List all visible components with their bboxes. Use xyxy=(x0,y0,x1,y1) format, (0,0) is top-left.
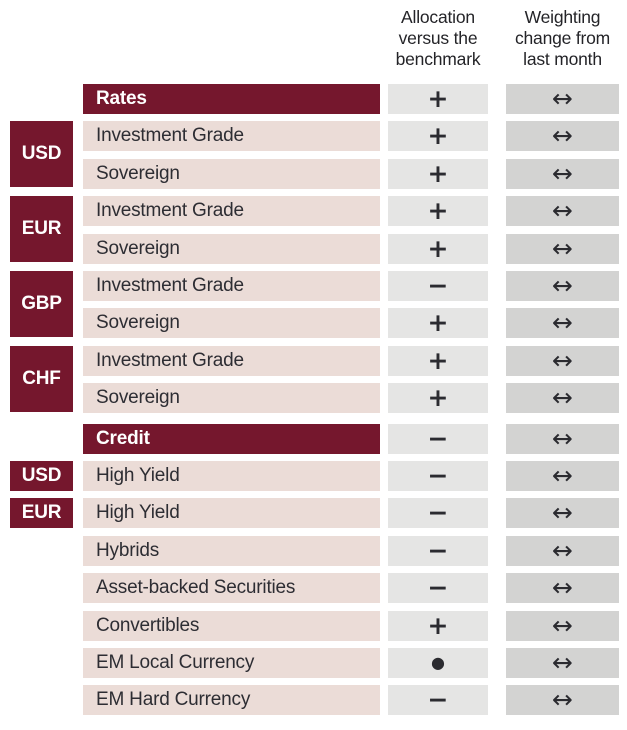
unchanged-arrow-icon: ↔ xyxy=(552,159,573,188)
currency-badge: EUR xyxy=(10,498,73,528)
unchanged-arrow-icon: ↔ xyxy=(552,424,573,453)
row-label: Hybrids xyxy=(83,536,380,566)
allocation-cell: + xyxy=(388,234,488,264)
allocation-cell: − xyxy=(388,536,488,566)
allocation-cell: + xyxy=(388,159,488,189)
unchanged-arrow-icon: ↔ xyxy=(552,121,573,150)
weighting-cell: ↔ xyxy=(506,424,619,454)
unchanged-arrow-icon: ↔ xyxy=(552,573,573,602)
column-header-weighting-change: Weighting change from last month xyxy=(514,7,611,69)
currency-badge: USD xyxy=(10,461,73,491)
allocation-cell: − xyxy=(388,271,488,301)
neutral-symbol-icon: ● xyxy=(431,653,445,672)
weighting-cell: ↔ xyxy=(506,383,619,413)
weighting-cell: ↔ xyxy=(506,121,619,151)
unchanged-arrow-icon: ↔ xyxy=(552,271,573,300)
allocation-cell: ● xyxy=(388,648,488,678)
allocation-cell: + xyxy=(388,84,488,114)
row-label: Investment Grade xyxy=(83,196,380,226)
allocation-cell: − xyxy=(388,498,488,528)
unchanged-arrow-icon: ↔ xyxy=(552,84,573,113)
plus-symbol-icon: + xyxy=(427,308,449,337)
allocation-cell: − xyxy=(388,424,488,454)
row-label: Investment Grade xyxy=(83,121,380,151)
row-label: EM Local Currency xyxy=(83,648,380,678)
allocation-cell: − xyxy=(388,461,488,491)
weighting-cell: ↔ xyxy=(506,461,619,491)
section-header: Rates xyxy=(83,84,380,114)
row-label: Convertibles xyxy=(83,611,380,641)
weighting-cell: ↔ xyxy=(506,271,619,301)
unchanged-arrow-icon: ↔ xyxy=(552,685,573,714)
allocation-cell: + xyxy=(388,611,488,641)
row-label: EM Hard Currency xyxy=(83,685,380,715)
plus-symbol-icon: + xyxy=(427,383,449,412)
minus-symbol-icon: − xyxy=(427,461,449,490)
row-label: Sovereign xyxy=(83,234,380,264)
weighting-cell: ↔ xyxy=(506,84,619,114)
weighting-cell: ↔ xyxy=(506,648,619,678)
plus-symbol-icon: + xyxy=(427,611,449,640)
currency-badge: CHF xyxy=(10,346,73,412)
weighting-cell: ↔ xyxy=(506,573,619,603)
unchanged-arrow-icon: ↔ xyxy=(552,346,573,375)
plus-symbol-icon: + xyxy=(427,234,449,263)
currency-badge: USD xyxy=(10,121,73,187)
weighting-cell: ↔ xyxy=(506,159,619,189)
row-label: High Yield xyxy=(83,498,380,528)
weighting-cell: ↔ xyxy=(506,346,619,376)
row-label: Asset-backed Securities xyxy=(83,573,380,603)
row-label: Investment Grade xyxy=(83,346,380,376)
allocation-cell: + xyxy=(388,346,488,376)
row-label: Sovereign xyxy=(83,159,380,189)
weighting-cell: ↔ xyxy=(506,685,619,715)
currency-badge: EUR xyxy=(10,196,73,262)
weighting-cell: ↔ xyxy=(506,308,619,338)
column-header-allocation: Allocation versus the benchmark xyxy=(395,7,481,69)
minus-symbol-icon: − xyxy=(427,424,449,453)
allocation-cell: + xyxy=(388,121,488,151)
weighting-cell: ↔ xyxy=(506,611,619,641)
currency-badge: GBP xyxy=(10,271,73,337)
allocation-cell: + xyxy=(388,196,488,226)
row-label: Sovereign xyxy=(83,383,380,413)
plus-symbol-icon: + xyxy=(427,121,449,150)
unchanged-arrow-icon: ↔ xyxy=(552,536,573,565)
weighting-cell: ↔ xyxy=(506,498,619,528)
plus-symbol-icon: + xyxy=(427,346,449,375)
plus-symbol-icon: + xyxy=(427,196,449,225)
minus-symbol-icon: − xyxy=(427,536,449,565)
unchanged-arrow-icon: ↔ xyxy=(552,234,573,263)
plus-symbol-icon: + xyxy=(427,84,449,113)
row-label: Investment Grade xyxy=(83,271,380,301)
row-label: High Yield xyxy=(83,461,380,491)
allocation-cell: + xyxy=(388,308,488,338)
unchanged-arrow-icon: ↔ xyxy=(552,461,573,490)
allocation-cell: + xyxy=(388,383,488,413)
plus-symbol-icon: + xyxy=(427,159,449,188)
minus-symbol-icon: − xyxy=(427,685,449,714)
section-header: Credit xyxy=(83,424,380,454)
minus-symbol-icon: − xyxy=(427,573,449,602)
row-label: Sovereign xyxy=(83,308,380,338)
unchanged-arrow-icon: ↔ xyxy=(552,648,573,677)
weighting-cell: ↔ xyxy=(506,536,619,566)
unchanged-arrow-icon: ↔ xyxy=(552,383,573,412)
unchanged-arrow-icon: ↔ xyxy=(552,196,573,225)
allocation-cell: − xyxy=(388,573,488,603)
weighting-cell: ↔ xyxy=(506,196,619,226)
unchanged-arrow-icon: ↔ xyxy=(552,308,573,337)
minus-symbol-icon: − xyxy=(427,271,449,300)
unchanged-arrow-icon: ↔ xyxy=(552,611,573,640)
minus-symbol-icon: − xyxy=(427,498,449,527)
allocation-cell: − xyxy=(388,685,488,715)
weighting-cell: ↔ xyxy=(506,234,619,264)
unchanged-arrow-icon: ↔ xyxy=(552,498,573,527)
